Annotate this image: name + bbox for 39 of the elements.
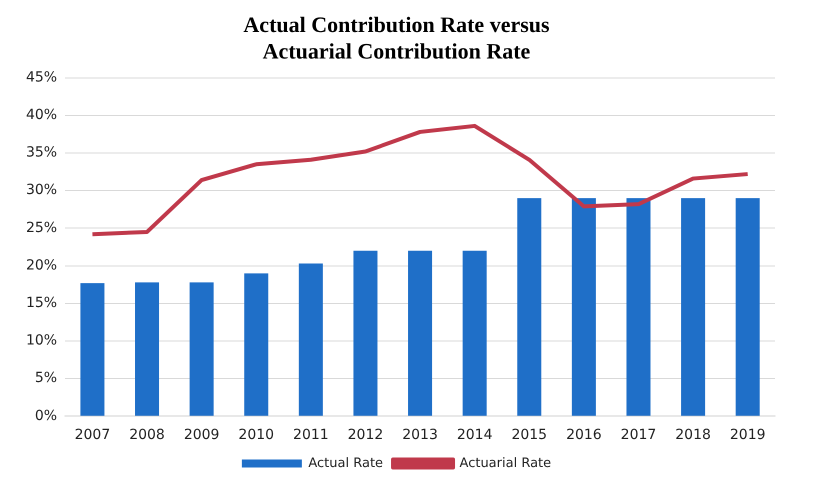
x-tick-label: 2019 xyxy=(730,427,766,444)
legend-label: Actual Rate xyxy=(308,456,384,471)
x-tick-label: 2010 xyxy=(238,427,274,444)
bar xyxy=(408,250,432,416)
bar xyxy=(244,273,268,416)
bar xyxy=(626,198,650,416)
bar xyxy=(135,282,160,416)
x-tick-label: 2017 xyxy=(620,427,656,444)
y-tick-label: 30% xyxy=(26,182,58,198)
y-tick-label: 10% xyxy=(26,332,58,349)
x-tick-label: 2016 xyxy=(566,427,602,444)
x-tick-label: 2018 xyxy=(675,427,711,444)
bar xyxy=(80,283,104,416)
bar xyxy=(462,250,487,416)
bar xyxy=(572,198,596,416)
x-tick-label: 2007 xyxy=(74,427,110,444)
y-tick-label: 0% xyxy=(34,408,58,424)
y-tick-label: 15% xyxy=(26,295,58,312)
x-tick-label: 2008 xyxy=(129,427,165,444)
bar xyxy=(298,264,323,416)
y-tick-label: 20% xyxy=(26,257,58,274)
y-tick-label: 25% xyxy=(26,220,58,236)
x-tick-label: 2015 xyxy=(511,427,548,444)
bar xyxy=(353,250,378,416)
x-tick-label: 2014 xyxy=(456,427,493,444)
y-tick-label: 45% xyxy=(26,69,58,86)
legend-label: Actuarial Rate xyxy=(460,456,552,471)
y-tick-label: 5% xyxy=(34,370,58,386)
x-tick-label: 2013 xyxy=(402,427,438,444)
y-tick-label: 35% xyxy=(26,144,58,161)
bar xyxy=(190,282,214,416)
y-tick-label: 40% xyxy=(26,107,58,124)
bar xyxy=(681,198,706,416)
chart-title: Actual Contribution Rate versus Actuarial Contribution Rate xyxy=(243,12,550,64)
x-tick-label: 2009 xyxy=(184,427,220,444)
x-tick-label: 2012 xyxy=(348,427,384,444)
bar xyxy=(517,198,542,416)
bar xyxy=(736,198,760,416)
x-tick-label: 2011 xyxy=(293,427,329,444)
